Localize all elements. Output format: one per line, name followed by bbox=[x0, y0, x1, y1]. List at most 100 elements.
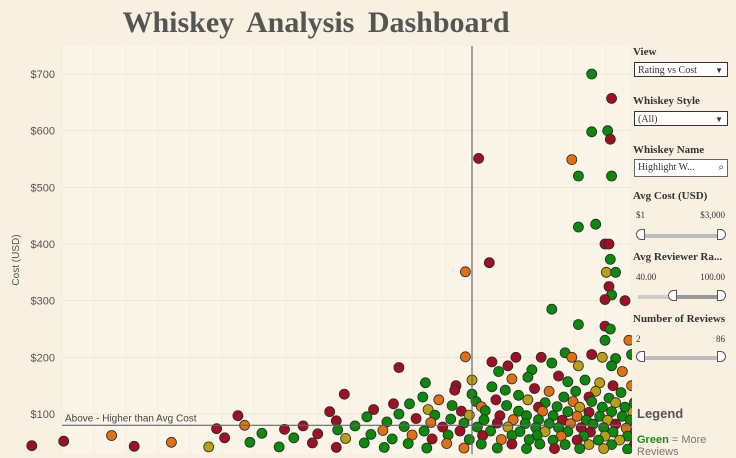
data-point[interactable] bbox=[607, 361, 617, 371]
data-point[interactable] bbox=[560, 440, 570, 450]
data-point[interactable] bbox=[450, 385, 460, 395]
whiskey-style-select[interactable]: (All) ▼ bbox=[634, 111, 728, 126]
data-point[interactable] bbox=[447, 401, 457, 411]
data-point[interactable] bbox=[507, 374, 517, 384]
data-point[interactable] bbox=[523, 395, 533, 405]
data-point[interactable] bbox=[502, 401, 512, 411]
data-point[interactable] bbox=[427, 434, 437, 444]
data-point[interactable] bbox=[607, 171, 617, 181]
data-point[interactable] bbox=[617, 367, 627, 377]
data-point[interactable] bbox=[575, 402, 585, 412]
data-point[interactable] bbox=[550, 444, 560, 454]
data-point[interactable] bbox=[608, 381, 618, 391]
data-point[interactable] bbox=[573, 222, 583, 232]
data-point[interactable] bbox=[607, 93, 617, 103]
data-point[interactable] bbox=[552, 402, 562, 412]
data-point[interactable] bbox=[394, 363, 404, 373]
data-point[interactable] bbox=[325, 407, 335, 417]
data-point[interactable] bbox=[524, 435, 534, 445]
data-point[interactable] bbox=[530, 384, 540, 394]
data-point[interactable] bbox=[559, 392, 569, 402]
data-point[interactable] bbox=[554, 371, 564, 381]
data-point[interactable] bbox=[573, 171, 583, 181]
data-point[interactable] bbox=[487, 382, 497, 392]
avg-cost-min-handle[interactable] bbox=[636, 229, 645, 240]
data-point[interactable] bbox=[494, 367, 504, 377]
data-point[interactable] bbox=[411, 414, 421, 424]
data-point[interactable] bbox=[491, 395, 501, 405]
data-point[interactable] bbox=[379, 442, 389, 452]
data-point[interactable] bbox=[571, 386, 581, 396]
data-point[interactable] bbox=[563, 377, 573, 387]
data-point[interactable] bbox=[616, 388, 626, 398]
data-point[interactable] bbox=[567, 352, 577, 362]
data-point[interactable] bbox=[624, 335, 632, 345]
data-point[interactable] bbox=[455, 426, 465, 436]
data-point[interactable] bbox=[573, 361, 583, 371]
data-point[interactable] bbox=[547, 304, 557, 314]
scatter-chart[interactable]: $100$200$300$400$500$600$700 Cost (USD) … bbox=[0, 0, 632, 454]
data-point[interactable] bbox=[419, 426, 429, 436]
data-point[interactable] bbox=[426, 418, 436, 428]
data-point[interactable] bbox=[623, 444, 632, 454]
data-point[interactable] bbox=[204, 442, 214, 452]
data-point[interactable] bbox=[522, 444, 532, 454]
data-point[interactable] bbox=[442, 439, 452, 449]
data-point[interactable] bbox=[587, 127, 597, 137]
data-point[interactable] bbox=[341, 433, 351, 443]
data-point[interactable] bbox=[587, 69, 597, 79]
data-point[interactable] bbox=[544, 386, 554, 396]
number-of-reviews-min-handle[interactable] bbox=[636, 351, 645, 362]
data-point[interactable] bbox=[611, 267, 621, 277]
data-point[interactable] bbox=[460, 352, 470, 362]
data-point[interactable] bbox=[514, 390, 524, 400]
data-point[interactable] bbox=[573, 320, 583, 330]
data-point[interactable] bbox=[245, 437, 255, 447]
data-point[interactable] bbox=[492, 443, 502, 453]
data-point[interactable] bbox=[422, 443, 432, 453]
data-point[interactable] bbox=[418, 392, 428, 402]
data-point[interactable] bbox=[536, 352, 546, 362]
data-point[interactable] bbox=[378, 425, 388, 435]
data-point[interactable] bbox=[605, 324, 615, 334]
data-point[interactable] bbox=[503, 361, 513, 371]
data-point[interactable] bbox=[313, 429, 323, 439]
data-point[interactable] bbox=[535, 439, 545, 449]
data-point[interactable] bbox=[474, 153, 484, 163]
data-point[interactable] bbox=[523, 372, 533, 382]
data-point[interactable] bbox=[587, 397, 597, 407]
data-point[interactable] bbox=[362, 412, 372, 422]
data-point[interactable] bbox=[129, 441, 139, 451]
data-point[interactable] bbox=[492, 418, 502, 428]
data-point[interactable] bbox=[387, 434, 397, 444]
data-point[interactable] bbox=[389, 399, 399, 409]
number-of-reviews-slider[interactable] bbox=[638, 356, 724, 360]
data-point[interactable] bbox=[274, 442, 284, 452]
data-point[interactable] bbox=[584, 440, 594, 450]
whiskey-name-search[interactable]: Highlight W... ⌕ bbox=[634, 159, 728, 177]
data-point[interactable] bbox=[289, 433, 299, 443]
data-point[interactable] bbox=[459, 443, 469, 453]
data-point[interactable] bbox=[620, 296, 630, 306]
data-point[interactable] bbox=[507, 439, 517, 449]
data-point[interactable] bbox=[511, 352, 521, 362]
avg-rating-slider[interactable] bbox=[638, 295, 724, 299]
data-point[interactable] bbox=[359, 438, 369, 448]
data-point[interactable] bbox=[587, 350, 597, 360]
data-point[interactable] bbox=[107, 431, 117, 441]
data-point[interactable] bbox=[547, 358, 557, 368]
data-point[interactable] bbox=[399, 422, 409, 432]
data-point[interactable] bbox=[597, 352, 607, 362]
data-point[interactable] bbox=[601, 267, 611, 277]
number-of-reviews-max-handle[interactable] bbox=[717, 351, 726, 362]
data-point[interactable] bbox=[500, 385, 510, 395]
data-point[interactable] bbox=[166, 437, 176, 447]
data-point[interactable] bbox=[605, 254, 615, 264]
data-point[interactable] bbox=[480, 406, 490, 416]
data-point[interactable] bbox=[339, 389, 349, 399]
data-point[interactable] bbox=[591, 219, 601, 229]
data-point[interactable] bbox=[476, 439, 486, 449]
view-select[interactable]: Rating vs Cost ▼ bbox=[634, 62, 728, 77]
data-point[interactable] bbox=[394, 409, 404, 419]
data-point[interactable] bbox=[331, 416, 341, 426]
